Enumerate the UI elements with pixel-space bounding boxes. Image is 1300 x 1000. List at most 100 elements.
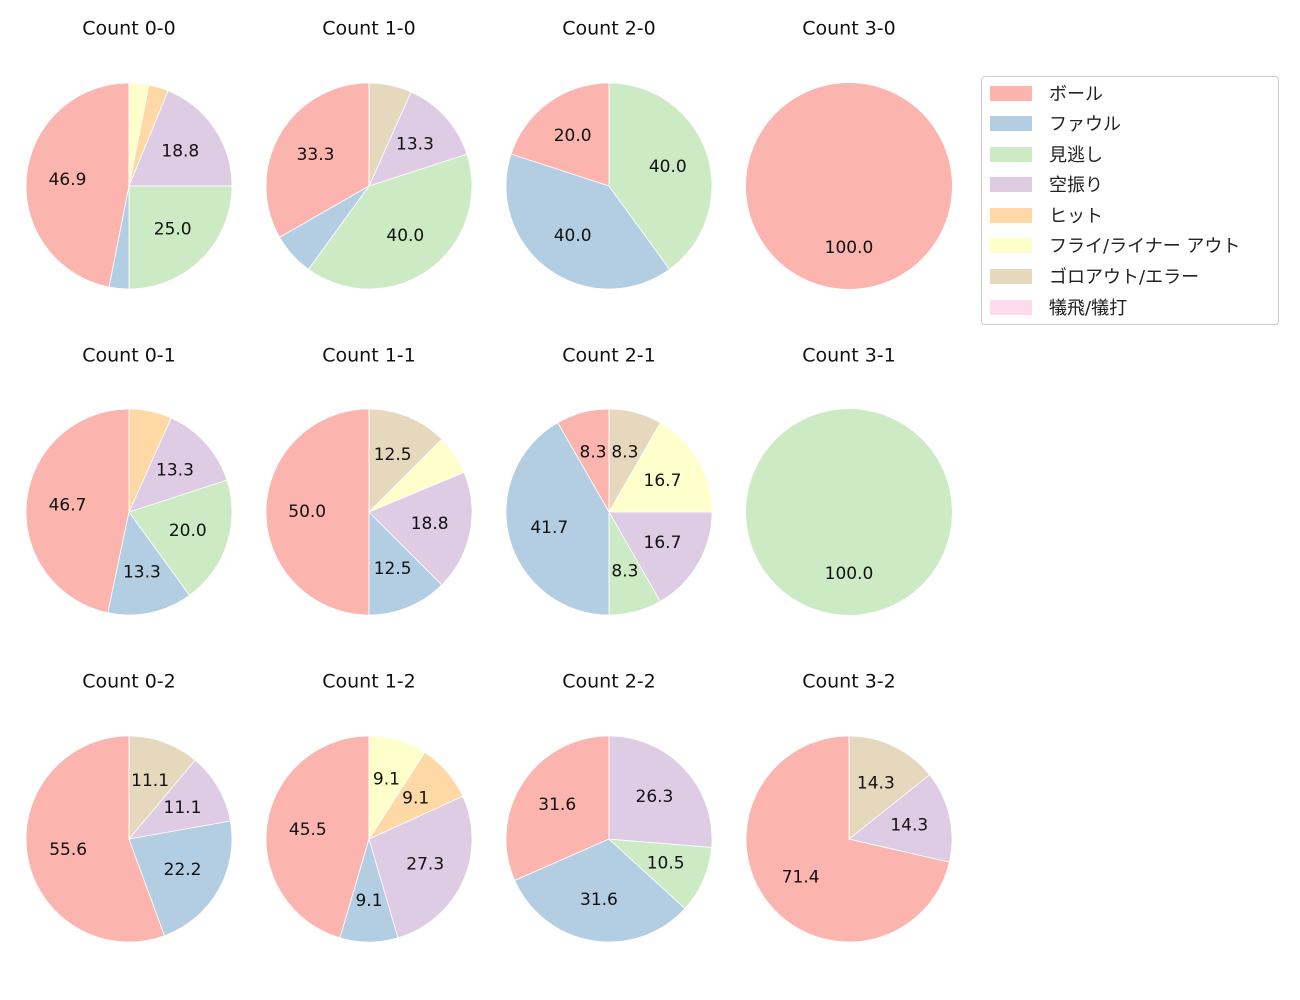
pie-value-label: 16.7 (644, 471, 682, 491)
pie-value-label: 25.0 (154, 220, 192, 240)
pie-count-1-0: Count 1-0 33.3 40.0 13.3 (265, 18, 473, 290)
legend-label: ゴロアウト/エラー (1049, 267, 1200, 288)
legend-swatch (990, 85, 1032, 101)
pie-title: Count 3-1 (802, 345, 896, 367)
pie-count-2-2: Count 2-2 31.6 31.6 10.5 26.3 (505, 671, 713, 943)
pie-wedge (608, 82, 713, 270)
pie-value-label: 14.3 (890, 815, 928, 835)
pie-value-label: 27.3 (406, 855, 444, 875)
legend-label: フライ/ライナー アウト (1049, 236, 1241, 257)
pie-value-label: 31.6 (580, 890, 618, 910)
pie-wedge (505, 422, 610, 616)
pie-value-label: 46.9 (49, 170, 87, 190)
pie-value-label: 16.7 (644, 533, 682, 553)
pie-count-3-0: Count 3-0 100.0 (746, 18, 952, 289)
pie-wedge (746, 409, 952, 615)
pie-value-label: 40.0 (554, 226, 592, 246)
pie-value-label: 18.8 (411, 514, 449, 534)
pie-value-label: 31.6 (538, 795, 576, 815)
pie-wedge (368, 471, 473, 586)
pie-value-label: 8.3 (580, 442, 607, 462)
pie-value-label: 14.3 (857, 773, 895, 793)
pie-title: Count 2-1 (562, 345, 656, 367)
pie-wedge (368, 511, 443, 616)
pie-count-2-1: Count 2-1 8.3 41.7 8.3 16.7 16.7 8.3 (505, 345, 713, 616)
legend-label: 犠飛/犠打 (1049, 298, 1128, 319)
pie-wedge (25, 735, 166, 943)
pie-count-0-1: Count 0-1 46.7 13.3 20.0 13.3 (25, 345, 233, 616)
pie-wedge (505, 735, 610, 882)
pie-value-label: 50.0 (288, 502, 326, 522)
legend-item-foul: ファウル (990, 113, 1121, 135)
pie-wedge (848, 774, 953, 863)
pie-count-0-0: Count 0-0 46.9 25.0 18.8 (25, 18, 233, 290)
pie-count-2-0: Count 2-0 20.0 40.0 40.0 (505, 18, 713, 290)
pie-title: Count 0-0 (82, 18, 176, 40)
pie-wedge (128, 735, 196, 841)
pie-count-3-2: Count 3-2 71.4 14.3 14.3 (745, 671, 953, 943)
pie-wedge (368, 795, 473, 939)
pie-wedge (608, 422, 713, 513)
pie-wedge (107, 511, 191, 616)
pie-wedge (746, 83, 952, 289)
pie-wedge (265, 82, 370, 238)
pie-wedge (368, 408, 443, 513)
pie-wedge (128, 82, 150, 187)
pie-value-label: 13.3 (396, 135, 434, 155)
pie-wedge (745, 735, 950, 943)
pie-title: Count 2-0 (562, 18, 656, 40)
pie-value-label: 41.7 (530, 518, 568, 538)
pie-title: Count 0-1 (82, 345, 176, 367)
pie-value-label: 9.1 (373, 770, 400, 790)
pie-title: Count 1-1 (322, 345, 416, 367)
pie-count-1-1: Count 1-1 50.0 12.5 18.8 12.5 (265, 345, 473, 616)
pie-wedge (505, 153, 671, 290)
pie-value-label: 26.3 (636, 787, 674, 807)
pie-wedge (368, 91, 468, 187)
pie-value-label: 11.1 (131, 771, 169, 791)
legend-label: ボール (1049, 84, 1103, 105)
pie-title: Count 3-2 (802, 671, 896, 693)
legend-swatch (990, 299, 1032, 315)
pie-value-label: 8.3 (611, 442, 638, 462)
pie-wedge (368, 82, 412, 187)
pie-value-label: 33.3 (297, 145, 335, 165)
pie-wedge (25, 408, 130, 614)
pie-value-label: 71.4 (782, 867, 820, 887)
pie-wedge (510, 82, 610, 187)
pie-wedge (128, 417, 228, 513)
legend-swatch (990, 176, 1032, 192)
pie-wedge (608, 408, 661, 514)
pie-wedge (608, 511, 713, 602)
pie-value-label: 55.6 (49, 840, 87, 860)
pie-title: Count 1-2 (322, 671, 416, 693)
pie-title: Count 2-2 (562, 671, 656, 693)
legend-item-ball: ボール (990, 83, 1103, 105)
pie-title: Count 1-0 (322, 18, 416, 40)
pie-count-0-2: Count 0-2 55.6 22.2 11.1 11.1 (25, 671, 233, 943)
pie-wedge (127, 759, 231, 840)
legend-item-hit: ヒット (990, 205, 1103, 227)
pie-value-label: 12.5 (374, 445, 412, 465)
pie-value-label: 100.0 (825, 564, 874, 584)
legend-swatch (990, 268, 1032, 284)
pie-wedge (607, 838, 713, 910)
chart-legend: ボール ファウル 見逃し 空振り ヒット フライ/ライナー アウト ゴロアウト/… (981, 76, 1279, 325)
pie-value-label: 18.8 (161, 142, 199, 162)
legend-label: ヒット (1049, 206, 1103, 227)
pie-value-label: 22.2 (164, 860, 202, 880)
pie-value-label: 11.1 (164, 798, 202, 818)
legend-label: ファウル (1049, 114, 1121, 135)
pie-value-label: 20.0 (169, 521, 207, 541)
legend-item-fly-liner-out: フライ/ライナー アウト (990, 235, 1241, 257)
pie-wedge (128, 408, 172, 513)
pie-value-label: 8.3 (611, 562, 638, 582)
pie-count-1-2: Count 1-245.59.127.39.19.1 (265, 671, 473, 943)
pie-wedge (128, 820, 233, 937)
pie-wedge (368, 735, 426, 841)
pie-wedge (608, 735, 713, 848)
pie-value-label: 12.5 (374, 559, 412, 579)
legend-item-ground-out-error: ゴロアウト/エラー (990, 266, 1200, 288)
legend-item-sacrifice: 犠飛/犠打 (990, 297, 1128, 319)
